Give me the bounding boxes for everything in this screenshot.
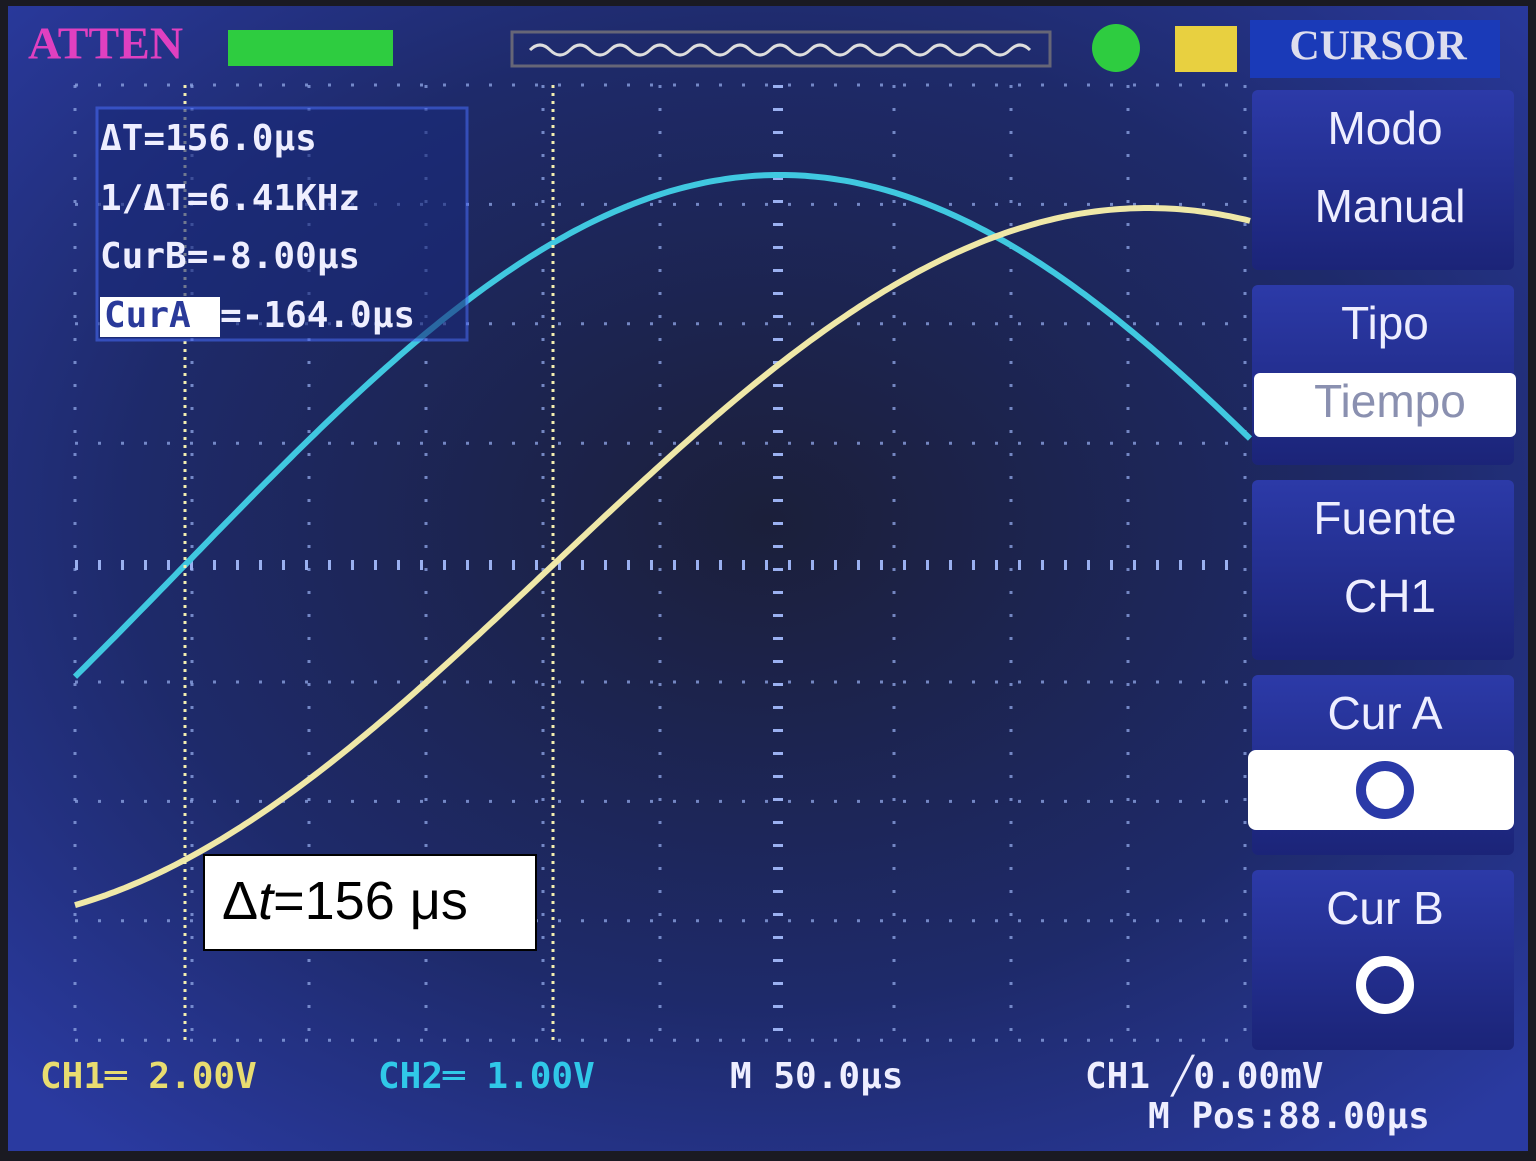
- oscilloscope-screen: ATTEN CURSOR ΔT=156.0μs 1/ΔT=6.41KHz Cur…: [0, 0, 1536, 1157]
- annotation: Δt=156 μs: [222, 871, 468, 931]
- readout-label: CurA: [104, 295, 191, 336]
- readout-line: 1/ΔT=6.41KHz: [100, 178, 360, 219]
- menu-value: Tiempo: [1314, 375, 1466, 427]
- annotation-part: Δ: [222, 871, 258, 931]
- menu-label: Cur A: [1327, 687, 1442, 739]
- ch1-scale: CH1═ 2.00V: [40, 1056, 257, 1097]
- readout-line: =-164.0μs: [220, 295, 415, 336]
- menu-label: Fuente: [1313, 492, 1456, 544]
- menu-label: Tipo: [1341, 297, 1429, 349]
- menu-value: Manual: [1315, 180, 1466, 232]
- menu-value: CH1: [1344, 570, 1436, 622]
- annotation-part: =156 μs: [273, 871, 468, 931]
- ch2-scale: CH2═ 1.00V: [378, 1056, 595, 1097]
- brand: ATTEN: [28, 18, 183, 69]
- side-menu: Modo Manual Tipo Tiempo Fuente CH1 Cur A Cur B: [1248, 90, 1516, 1050]
- readout: ΔT=156.0μs 1/ΔT=6.41KHz CurB=-8.00μs Cur…: [97, 108, 467, 340]
- run-icon: [1092, 24, 1140, 72]
- menu-label: Cur B: [1326, 882, 1444, 934]
- print-icon: [1175, 26, 1237, 72]
- position: M Pos:88.00μs: [1148, 1096, 1430, 1137]
- trigger: CH1 ╱0.00mV: [1085, 1054, 1323, 1097]
- page: ATTEN CURSOR ΔT=156.0μs 1/ΔT=6.41KHz Cur…: [0, 0, 1536, 1157]
- menu-label: Modo: [1327, 102, 1442, 154]
- status-icon: [228, 30, 393, 66]
- readout-line: ΔT=156.0μs: [100, 118, 317, 159]
- readout-line: CurB=-8.00μs: [100, 236, 360, 277]
- menu-title: CURSOR: [1289, 24, 1467, 70]
- timebase: M 50.0μs: [730, 1056, 903, 1097]
